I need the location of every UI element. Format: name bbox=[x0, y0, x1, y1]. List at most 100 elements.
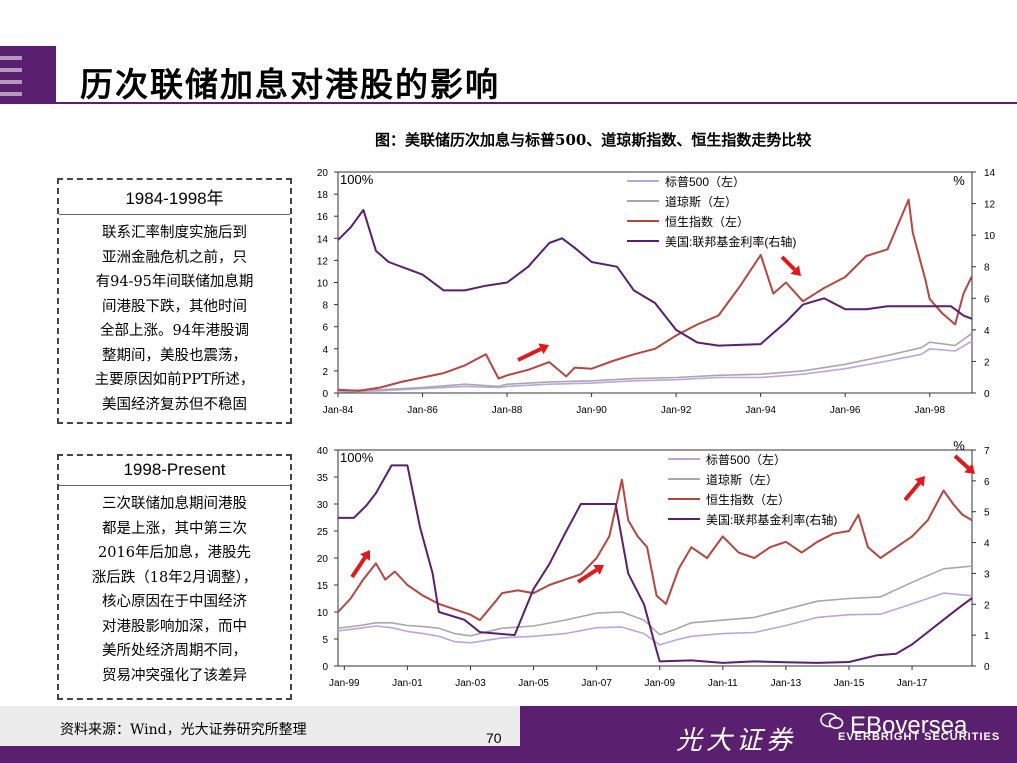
legend-label: 美国:联邦基金利率(右轴) bbox=[665, 234, 796, 249]
y-right-tick-label: 10 bbox=[984, 231, 996, 242]
period-box-heading: 1998-Present bbox=[59, 456, 290, 486]
x-tick-label: Jan-17 bbox=[897, 678, 928, 689]
x-tick-label: Jan-01 bbox=[392, 678, 423, 689]
y-right-tick-label: 1 bbox=[984, 631, 990, 642]
period-box-line: 2016年后加息，港股先 bbox=[98, 545, 251, 561]
legend-label: 恒生指数（左） bbox=[665, 214, 749, 229]
legend-label: 美国:联邦基金利率(右轴) bbox=[706, 512, 837, 527]
period-box-line: 主要原因如前PPT所述， bbox=[94, 372, 255, 388]
y-left-tick-label: 8 bbox=[322, 301, 328, 312]
period-box-line: 涨后跌（18年2月调整）， bbox=[91, 569, 258, 586]
period-box-line: 联系汇率制度实施后到 bbox=[102, 225, 247, 241]
trend-arrow bbox=[517, 347, 542, 362]
y-left-tick-label: 18 bbox=[317, 190, 329, 201]
brand-logo-bar bbox=[0, 46, 56, 104]
y-right-unit: % bbox=[953, 173, 965, 188]
series-line bbox=[337, 208, 973, 347]
trend-arrow-head bbox=[790, 265, 801, 276]
legend-label: 恒生指数（左） bbox=[706, 492, 790, 507]
x-tick-label: Jan-94 bbox=[745, 405, 776, 416]
x-tick-label: Jan-03 bbox=[455, 678, 486, 689]
period-box-line: 核心原因在于中国经济 bbox=[102, 594, 247, 610]
period-box-line: 间港股下跌，其他时间 bbox=[102, 298, 247, 315]
y-right-tick-label: 2 bbox=[984, 357, 990, 368]
y-left-tick-label: 5 bbox=[322, 635, 328, 646]
y-left-tick-label: 0 bbox=[322, 389, 328, 400]
y-left-tick-label: 0 bbox=[322, 662, 328, 673]
source-note: 资料来源：Wind，光大证券研究所整理 bbox=[60, 722, 307, 738]
trend-arrow bbox=[576, 568, 598, 584]
series-line bbox=[337, 332, 973, 392]
series-line bbox=[337, 565, 973, 637]
y-right-tick-label: 6 bbox=[984, 477, 990, 488]
y-right-tick-label: 4 bbox=[984, 326, 990, 337]
period-box-line: 都是上涨，其中第三次 bbox=[102, 520, 247, 537]
plot-frame bbox=[337, 449, 973, 667]
plot-frame bbox=[337, 171, 973, 394]
y-right-unit: % bbox=[953, 438, 965, 453]
period-box-line: 美所处经济周期不同， bbox=[102, 643, 247, 659]
x-tick-label: Jan-90 bbox=[576, 405, 607, 416]
y-left-tick-label: 16 bbox=[317, 212, 329, 223]
period-box-body: 联系汇率制度实施后到 亚洲金融危机之前，只 有94-95年间联储加息期 间港股下… bbox=[59, 215, 290, 417]
y-left-tick-label: 30 bbox=[317, 500, 329, 511]
footer-bar bbox=[0, 706, 1017, 763]
y-left-tick-label: 35 bbox=[317, 473, 329, 484]
brand-name-en: EBoversea bbox=[850, 712, 968, 739]
x-tick-label: Jan-92 bbox=[661, 405, 692, 416]
x-tick-label: Jan-96 bbox=[830, 405, 861, 416]
x-tick-label: Jan-98 bbox=[914, 405, 945, 416]
x-tick-label: Jan-11 bbox=[708, 678, 738, 689]
chart-1998-present: 0 5 10 15 20 25 30 35 40 0 1 2 3 4 5 6 7 Jan-99 Jan-01 Jan-… bbox=[317, 438, 990, 689]
trend-arrow-head bbox=[964, 463, 975, 474]
x-tick-label: Jan-13 bbox=[771, 678, 802, 689]
y-right-tick-label: 0 bbox=[984, 389, 990, 400]
y-left-tick-label: 14 bbox=[317, 234, 329, 245]
y-left-tick-label: 10 bbox=[317, 279, 329, 290]
trend-arrow-head bbox=[914, 476, 925, 487]
x-tick-label: Jan-86 bbox=[407, 405, 438, 416]
period-box-line: 贸易冲突强化了该差异 bbox=[102, 667, 247, 684]
y-left-tick-label: 10 bbox=[317, 608, 329, 619]
title-divider bbox=[56, 102, 1017, 104]
y-right-tick-label: 3 bbox=[984, 569, 990, 580]
series-line bbox=[337, 592, 973, 646]
period-box-line: 整期间，美股也震荡， bbox=[102, 347, 247, 364]
y-left-tick-label: 20 bbox=[317, 168, 329, 179]
trend-arrow bbox=[780, 255, 797, 272]
x-tick-label: Jan-09 bbox=[644, 678, 675, 689]
period-box-line: 对港股影响加深，而中 bbox=[102, 618, 247, 635]
period-box-body: 三次联储加息期间港股 都是上涨，其中第三次 2016年后加息，港股先 涨后跌（1… bbox=[59, 486, 290, 688]
y-right-tick-label: 8 bbox=[984, 263, 990, 274]
chart-1984-1998: 0 2 4 6 8 10 12 14 16 18 20 0 2 4 6 8 10 12 14 Jan-84 Jan-86… bbox=[317, 168, 996, 416]
trend-arrow bbox=[903, 481, 921, 502]
y-right-tick-label: 5 bbox=[984, 508, 990, 519]
y-left-tick-label: 25 bbox=[317, 527, 329, 538]
y-right-tick-label: 4 bbox=[984, 539, 990, 550]
period-box-line: 亚洲金融危机之前，只 bbox=[102, 249, 247, 266]
page-number: 70 bbox=[486, 730, 502, 746]
y-right-tick-label: 7 bbox=[984, 446, 990, 457]
brand-name-cn: 光大证券 bbox=[676, 726, 797, 756]
series-line bbox=[337, 478, 973, 622]
footer-strip bbox=[0, 706, 520, 746]
period-box-1984-1998: 1984-1998年 联系汇率制度实施后到 亚洲金融危机之前，只 有94-95年… bbox=[57, 178, 292, 424]
y-right-tick-label: 0 bbox=[984, 662, 990, 673]
wechat-icon bbox=[820, 712, 844, 729]
x-tick-label: Jan-15 bbox=[834, 678, 865, 689]
y-right-tick-label: 12 bbox=[984, 200, 996, 211]
y-left-tick-label: 2 bbox=[322, 367, 328, 378]
y-left-tick-label: 15 bbox=[317, 581, 329, 592]
figure-title: 图：美联储历次加息与标普500、道琼斯指数、恒生指数走势比较 bbox=[375, 131, 812, 149]
y-right-tick-label: 6 bbox=[984, 294, 990, 305]
y-right-tick-label: 2 bbox=[984, 600, 990, 611]
period-box-line: 有94-95年间联储加息期 bbox=[95, 274, 254, 290]
y-left-tick-label: 4 bbox=[322, 345, 328, 356]
y-left-unit: 100% bbox=[340, 450, 374, 465]
period-box-line: 全部上涨。94年港股调 bbox=[100, 323, 249, 339]
y-left-tick-label: 6 bbox=[322, 323, 328, 334]
trend-arrow-head bbox=[538, 343, 549, 355]
legend-label: 道琼斯（左） bbox=[665, 194, 737, 209]
x-tick-label: Jan-88 bbox=[492, 405, 523, 416]
series-line bbox=[337, 198, 973, 392]
